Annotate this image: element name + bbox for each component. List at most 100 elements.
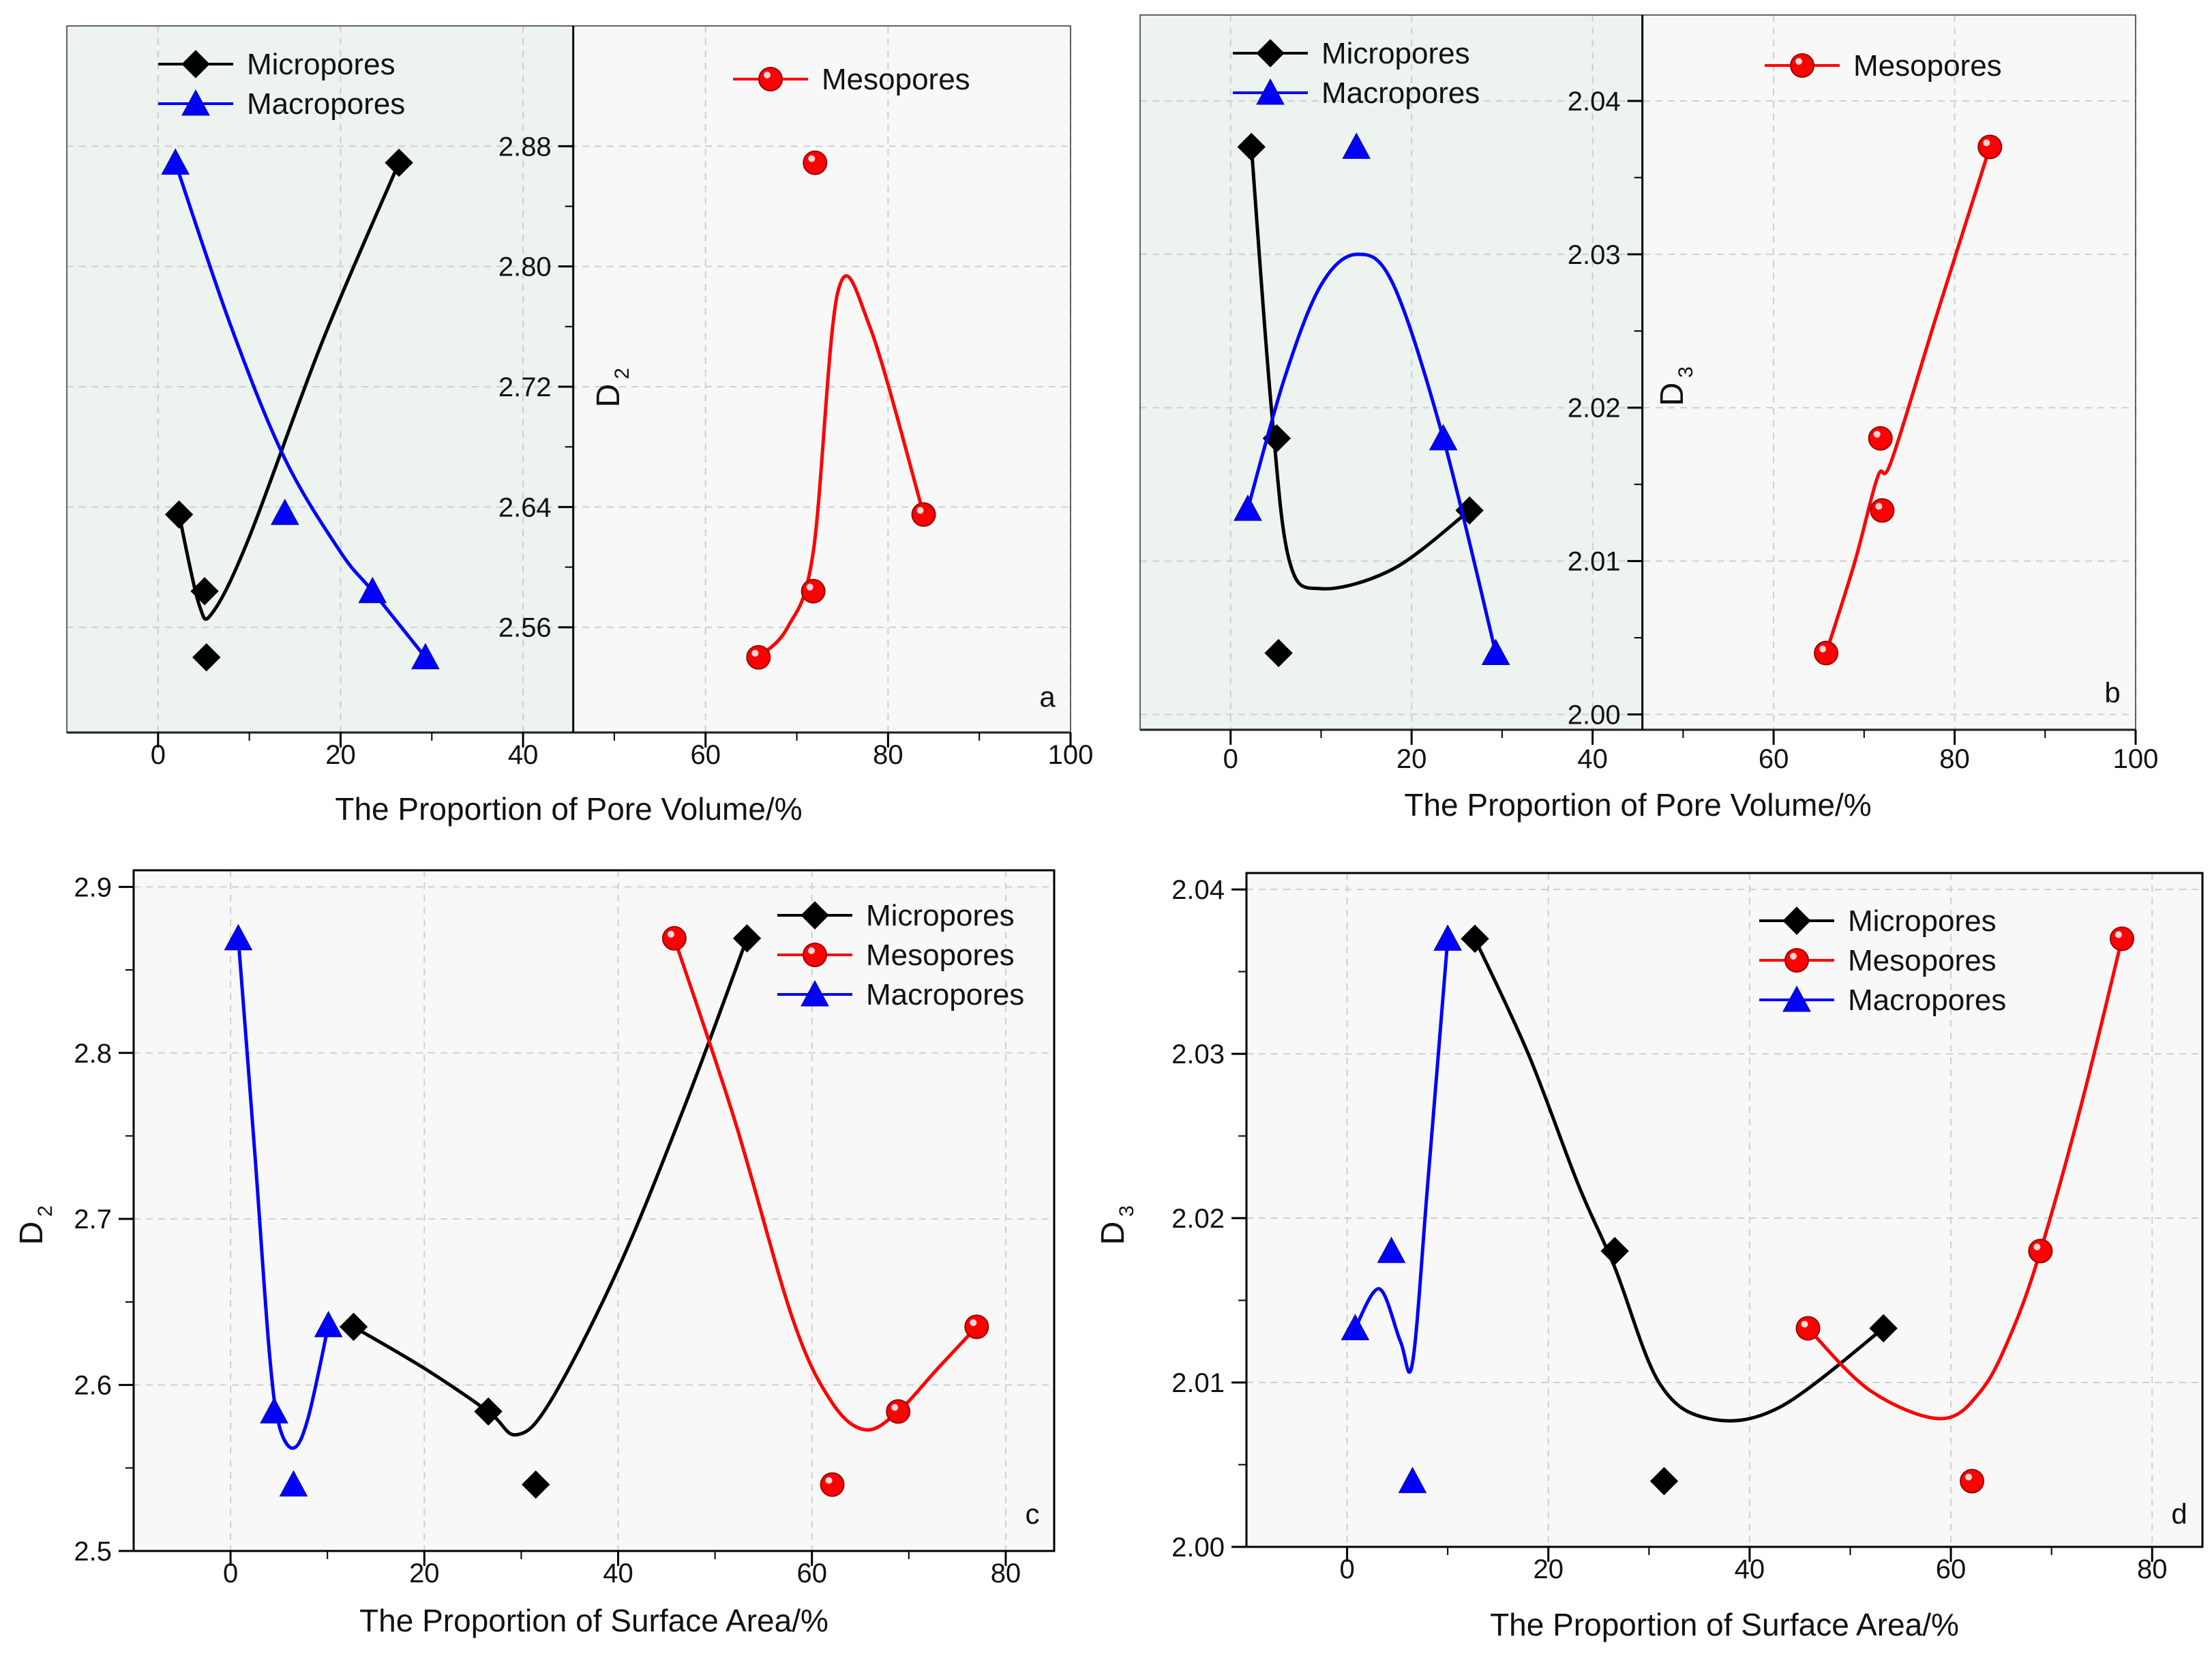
series-meso	[661, 926, 989, 1497]
legend-macro-marker	[1782, 985, 1811, 1012]
y-tick-label: 2.88	[498, 132, 552, 162]
plot-frame	[66, 25, 1071, 733]
data-point-micro-3	[385, 148, 413, 177]
x-tick-label: 80	[1939, 744, 1970, 774]
data-point-meso-3-shine	[2114, 931, 2122, 938]
data-point-micro-2	[1649, 1466, 1679, 1496]
plot-frame	[132, 869, 1056, 1552]
data-point-micro-1	[474, 1397, 503, 1426]
x-axis-title: The Proportion of Pore Volume/%	[335, 791, 802, 827]
data-point-meso-1-shine	[825, 1477, 833, 1484]
data-point-meso-1-shine	[1873, 430, 1881, 438]
series-meso	[1814, 134, 2003, 666]
plot-background	[573, 26, 1071, 733]
series-meso-line	[757, 274, 925, 659]
data-point-meso-2-shine	[1875, 503, 1883, 510]
y-tick-label: 2.72	[498, 372, 552, 402]
x-tick-label: 60	[1936, 1554, 1967, 1584]
legend-micro-marker	[1256, 39, 1285, 68]
data-point-macro-3	[411, 642, 440, 670]
panel-letter: c	[1026, 1498, 1040, 1530]
data-point-meso-1	[1868, 426, 1893, 451]
legend-micro-label: Micropores	[1848, 904, 1997, 938]
data-point-micro-1	[1600, 1237, 1629, 1265]
legend-meso-marker	[1784, 948, 1809, 973]
y-tick-label: 2.80	[498, 252, 552, 282]
legend-meso-label: Mesopores	[866, 938, 1015, 972]
y-axis-title: D3	[1095, 1205, 1138, 1245]
y-tick-label: 2.00	[1171, 1533, 1225, 1563]
y-tick-label: 2.7	[74, 1204, 112, 1234]
y-tick-label: 2.01	[1568, 547, 1621, 577]
legend-meso-label: Mesopores	[1853, 49, 2002, 83]
data-point-micro-0	[1237, 132, 1266, 162]
data-point-meso-2	[2028, 1239, 2053, 1264]
x-tick-label: 60	[796, 1558, 827, 1588]
y-tick-label: 2.56	[498, 613, 552, 643]
x-axis-title: The Proportion of Surface Area/%	[1490, 1607, 1959, 1642]
legend-meso-marker-shine	[764, 72, 771, 78]
series-meso-line	[1824, 146, 1992, 654]
x-tick-label: 80	[873, 740, 903, 770]
series-macro-line	[236, 938, 331, 1450]
legend-meso-marker	[1790, 53, 1814, 78]
data-point-meso-1	[801, 578, 826, 604]
data-point-micro-1	[190, 577, 219, 606]
data-point-meso-2-shine	[2033, 1243, 2041, 1251]
data-point-meso-0	[1814, 640, 1839, 666]
data-point-macro-1	[1342, 132, 1371, 159]
x-tick-label: 40	[603, 1558, 633, 1588]
data-point-meso-3-shine	[1983, 139, 1990, 147]
data-point-meso-3	[1977, 134, 2003, 160]
data-point-meso-2	[803, 150, 828, 175]
data-point-meso-0-shine	[1801, 1320, 1808, 1328]
data-point-macro-1	[1377, 1237, 1406, 1263]
data-point-macro-3	[1433, 924, 1462, 951]
panel-c: 0 20 40 60 80 The Proportion of Surface Area/…	[14, 869, 1056, 1638]
y-tick-label: 2.5	[74, 1537, 112, 1567]
y-tick-label: 2.64	[498, 492, 552, 522]
data-point-meso-2-shine	[808, 155, 816, 162]
y-axis-title: D2	[14, 1205, 57, 1245]
y-axis-title-sub: 2	[34, 1205, 57, 1217]
series-meso-line	[1806, 938, 2124, 1421]
y-axis-title-main: D	[14, 1222, 50, 1245]
data-point-macro-1	[270, 499, 299, 525]
legend-micro-marker	[1782, 906, 1811, 935]
data-point-meso-1	[820, 1472, 845, 1497]
panel-letter: b	[2104, 677, 2120, 709]
panel-b: 0 20 40 60 80 100 The Proportion of Pore Volum…	[1139, 14, 2159, 823]
x-tick-label: 40	[1735, 1554, 1765, 1584]
series-micro-line	[177, 162, 401, 621]
legend-macro-marker	[1256, 78, 1285, 105]
x-tick-label: 0	[151, 740, 166, 770]
data-point-meso-3	[911, 502, 936, 527]
series-macro	[161, 148, 440, 670]
legend-macro-label: Macropores	[1321, 76, 1480, 110]
y-tick-label: 2.9	[74, 872, 112, 902]
data-point-micro-2	[522, 1470, 550, 1499]
x-tick-label: 60	[1759, 744, 1789, 774]
y-tick-label: 2.02	[1171, 1204, 1225, 1234]
y-axis-title-sub: 3	[1675, 366, 1697, 378]
data-point-meso-3-shine	[916, 507, 924, 514]
y-axis-title-sub: 2	[611, 368, 633, 379]
x-tick-label: 100	[2113, 744, 2159, 774]
data-point-micro-2	[192, 643, 221, 672]
series-macro-line	[1246, 252, 1498, 654]
x-tick-label: 100	[1048, 740, 1094, 770]
data-point-micro-0	[1461, 924, 1489, 953]
shaded-region	[1140, 15, 1643, 730]
series-macro-line	[1354, 938, 1450, 1374]
x-tick-label: 80	[2137, 1554, 2168, 1584]
data-point-micro-0	[339, 1312, 368, 1342]
series-macro	[224, 923, 343, 1497]
plot-background	[134, 870, 1054, 1551]
plot-frame	[1245, 872, 2204, 1548]
panel-d: 0 20 40 60 80 The Proportion of Surface Area/…	[1095, 872, 2204, 1642]
series-meso	[746, 150, 936, 670]
legend-meso-marker	[758, 67, 783, 91]
data-point-micro-0	[164, 500, 194, 529]
panel-letter: a	[1039, 681, 1056, 713]
legend-micro-marker	[181, 50, 210, 78]
